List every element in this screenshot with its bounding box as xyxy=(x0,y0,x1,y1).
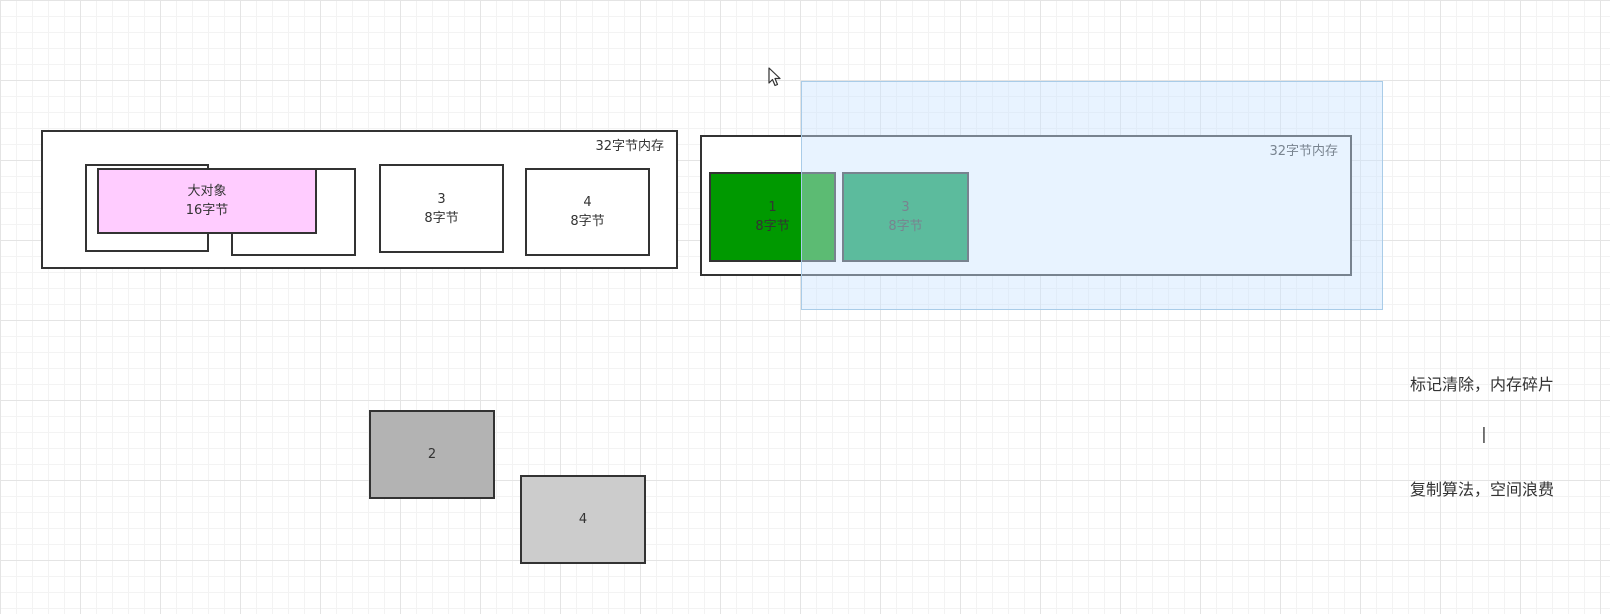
left-block-4[interactable]: 4 8字节 xyxy=(525,168,650,256)
right-memory-label: 32字节内存 xyxy=(1269,144,1338,159)
loose-block-2[interactable]: 2 xyxy=(369,410,495,499)
left-memory-label: 32字节内存 xyxy=(595,139,664,154)
note-copying: 复制算法，空间浪费 xyxy=(1409,480,1554,499)
loose-block-2-title: 2 xyxy=(427,447,437,462)
large-object-size: 16字节 xyxy=(185,203,229,218)
large-object-title: 大对象 xyxy=(187,184,227,199)
selection-overlay[interactable] xyxy=(801,81,1383,310)
right-block-1[interactable]: 1 8字节 xyxy=(709,172,836,262)
right-block-1-title: 1 xyxy=(768,200,777,215)
right-block-3-size: 8字节 xyxy=(888,219,923,234)
left-block-3-size: 8字节 xyxy=(424,210,459,226)
note-separator: | xyxy=(1481,424,1487,443)
right-block-3-title: 3 xyxy=(901,200,910,215)
left-block-4-size: 8字节 xyxy=(570,214,605,229)
cursor-arrow-icon xyxy=(768,67,781,87)
right-block-3[interactable]: 3 8字节 xyxy=(842,172,969,262)
loose-block-4-title: 4 xyxy=(578,512,588,527)
left-block-4-title: 4 xyxy=(583,195,592,210)
large-object-block[interactable]: 大对象 16字节 xyxy=(97,168,317,234)
right-block-1-size: 8字节 xyxy=(755,219,790,234)
left-block-3[interactable]: 3 8字节 xyxy=(379,164,504,253)
note-mark-sweep: 标记清除，内存碎片 xyxy=(1409,375,1554,394)
loose-block-4[interactable]: 4 xyxy=(520,475,646,564)
left-block-3-title: 3 xyxy=(437,191,446,207)
